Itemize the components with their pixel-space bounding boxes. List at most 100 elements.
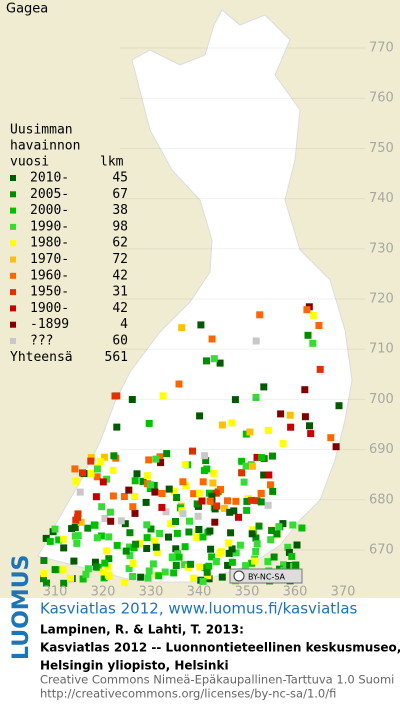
observation-dot — [175, 553, 183, 561]
observation-dot — [181, 561, 189, 569]
observation-dot — [238, 469, 246, 477]
license: Creative Commons Nimeä-Epäkaupallinen-Ta… — [40, 673, 394, 687]
observation-dot — [151, 537, 159, 545]
observation-dot — [103, 547, 111, 555]
observation-dot — [206, 497, 214, 505]
legend-header: vuosi — [10, 155, 49, 170]
x-tick-label: 310 — [43, 585, 68, 600]
observation-dot — [260, 471, 268, 479]
observation-dot — [131, 509, 139, 517]
observation-dot — [203, 568, 211, 576]
observation-dot — [193, 500, 201, 508]
citation: Lampinen, R. & Lahti, T. 2013: — [40, 623, 244, 637]
observation-dot — [149, 560, 157, 568]
observation-dot — [87, 470, 95, 478]
observation-dot — [199, 478, 207, 486]
observation-dot — [232, 549, 240, 557]
observation-dot — [173, 529, 181, 537]
legend-swatch — [10, 240, 16, 247]
legend-label: 1970- — [30, 252, 69, 267]
observation-dot — [193, 533, 201, 541]
observation-dot — [210, 355, 218, 363]
observation-dot — [40, 575, 47, 583]
observation-dot — [228, 419, 236, 427]
observation-dot — [132, 540, 140, 548]
observation-dot — [209, 479, 217, 487]
license-url[interactable]: http://creativecommons.org/licenses/by-n… — [40, 687, 336, 701]
observation-dot — [159, 392, 167, 400]
observation-dot — [182, 482, 190, 490]
observation-dot — [158, 503, 166, 511]
observation-dot — [178, 324, 186, 332]
observation-dot — [46, 537, 54, 545]
observation-dot — [82, 570, 90, 578]
observation-dot — [143, 521, 151, 529]
observation-dot — [267, 536, 275, 544]
observation-dot — [264, 558, 272, 566]
observation-dot — [179, 478, 187, 486]
legend-swatch — [10, 305, 16, 312]
y-tick-label: 760 — [369, 91, 394, 106]
observation-dot — [151, 488, 159, 496]
observation-dot — [298, 524, 306, 532]
observation-dot — [43, 579, 50, 587]
observation-dot — [153, 549, 161, 557]
observation-dot — [79, 575, 87, 583]
observation-dot — [179, 510, 187, 518]
observation-dot — [172, 518, 179, 525]
observation-dot — [203, 357, 210, 365]
observation-dot — [257, 490, 265, 497]
legend: Uusimman havainnon vuosi lkm 2010- 45 2005… — [10, 123, 128, 365]
observation-dot — [252, 394, 260, 401]
observation-dot — [72, 477, 80, 485]
observation-dot — [92, 493, 100, 501]
observation-dot — [253, 497, 261, 505]
observation-dot — [92, 563, 100, 571]
legend-count: 60 — [112, 334, 128, 349]
legend-swatch — [10, 175, 16, 181]
observation-dot — [287, 423, 295, 431]
observation-dot — [109, 492, 117, 500]
legend-count: 62 — [112, 236, 128, 251]
observation-dot — [225, 549, 233, 557]
observation-dot — [87, 457, 95, 465]
observation-dot — [105, 572, 113, 580]
observation-dot — [126, 551, 134, 559]
observation-dot — [150, 482, 158, 489]
observation-dot — [224, 497, 231, 505]
observation-dot — [71, 532, 79, 540]
y-tick-label: 770 — [369, 41, 394, 56]
y-tick-label: 730 — [369, 241, 394, 256]
observation-dot — [197, 321, 205, 329]
observation-dot — [51, 525, 59, 533]
observation-dot — [162, 508, 170, 516]
observation-dot — [304, 331, 312, 339]
observation-dot — [139, 477, 147, 485]
observation-dot — [172, 545, 180, 553]
y-tick-label: 670 — [369, 543, 394, 558]
legend-count: 31 — [112, 285, 128, 300]
observation-dot — [257, 498, 265, 506]
observation-dot — [206, 527, 214, 535]
legend-count: 4 — [120, 317, 128, 332]
observation-dot — [161, 568, 169, 576]
observation-dot — [212, 558, 220, 565]
observation-dot — [242, 430, 250, 438]
observation-dot — [42, 534, 50, 542]
observation-dot — [200, 467, 208, 475]
legend-swatch — [10, 223, 16, 230]
legend-swatch — [10, 191, 16, 198]
footer-link[interactable]: Kasviatlas 2012, www.luomus.fi/kasviatla… — [40, 600, 358, 618]
observation-dot — [146, 485, 154, 492]
observation-dot — [157, 459, 165, 467]
observation-dot — [198, 497, 206, 505]
legend-count-header: lkm — [100, 155, 124, 170]
observation-dot — [68, 525, 76, 533]
observation-dot — [147, 481, 155, 489]
observation-dot — [251, 557, 259, 565]
observation-dot — [51, 566, 59, 574]
observation-dot — [98, 503, 106, 511]
observation-dot — [243, 506, 251, 514]
observation-dot — [113, 392, 121, 400]
observation-dot — [84, 524, 92, 532]
